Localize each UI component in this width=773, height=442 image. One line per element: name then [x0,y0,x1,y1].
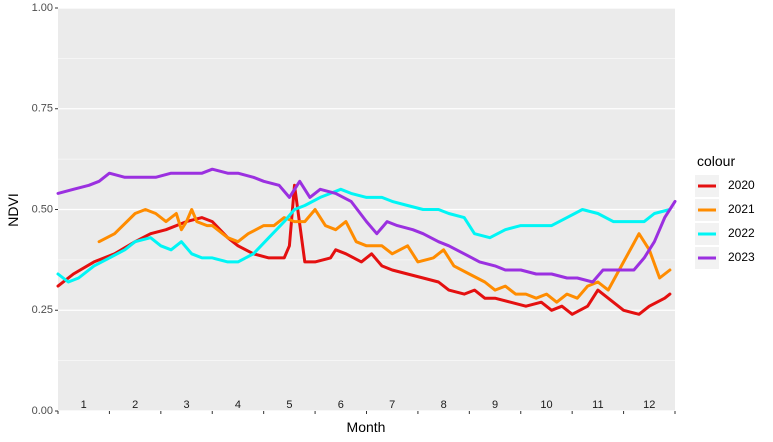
x-tick-label: 5 [286,399,292,411]
series-line-2021 [97,208,672,304]
y-tick-label: 0.25 [32,304,53,316]
x-tick-label: 4 [235,399,241,411]
y-tick-label: 1.00 [32,2,53,14]
x-tick-label: 12 [643,399,655,411]
x-tick-label: 6 [338,399,344,411]
y-axis-title: NDVI [5,193,21,226]
legend-title: colour [697,153,735,169]
series-line-2023 [56,167,677,284]
y-tick-label: 0.50 [32,203,53,215]
x-tick-label: 1 [81,399,87,411]
legend-label-2022: 2022 [728,226,755,240]
legend: colour 2020 2021 2022 2023 [695,153,755,269]
series-line-2020 [56,183,672,316]
y-axis: 0.00 0.25 0.50 0.75 1.00 [32,2,58,417]
y-tick-label: 0.00 [32,405,53,417]
x-axis: 1 2 3 4 5 6 7 8 9 10 11 12 [57,399,676,414]
x-tick-label: 3 [183,399,189,411]
x-axis-title: Month [347,419,386,435]
x-tick-label: 9 [492,399,498,411]
x-tick-label: 11 [592,399,603,411]
series-line-2022 [56,187,672,284]
legend-label-2021: 2021 [728,202,755,216]
legend-label-2020: 2020 [728,178,755,192]
y-tick-label: 0.75 [32,103,53,115]
grid-lines [58,7,675,412]
x-tick-label: 8 [441,399,447,411]
series-lines [56,167,677,316]
x-tick-label: 7 [389,399,395,411]
x-tick-label: 10 [540,399,552,411]
legend-label-2023: 2023 [728,250,755,264]
x-tick-label: 2 [132,399,138,411]
